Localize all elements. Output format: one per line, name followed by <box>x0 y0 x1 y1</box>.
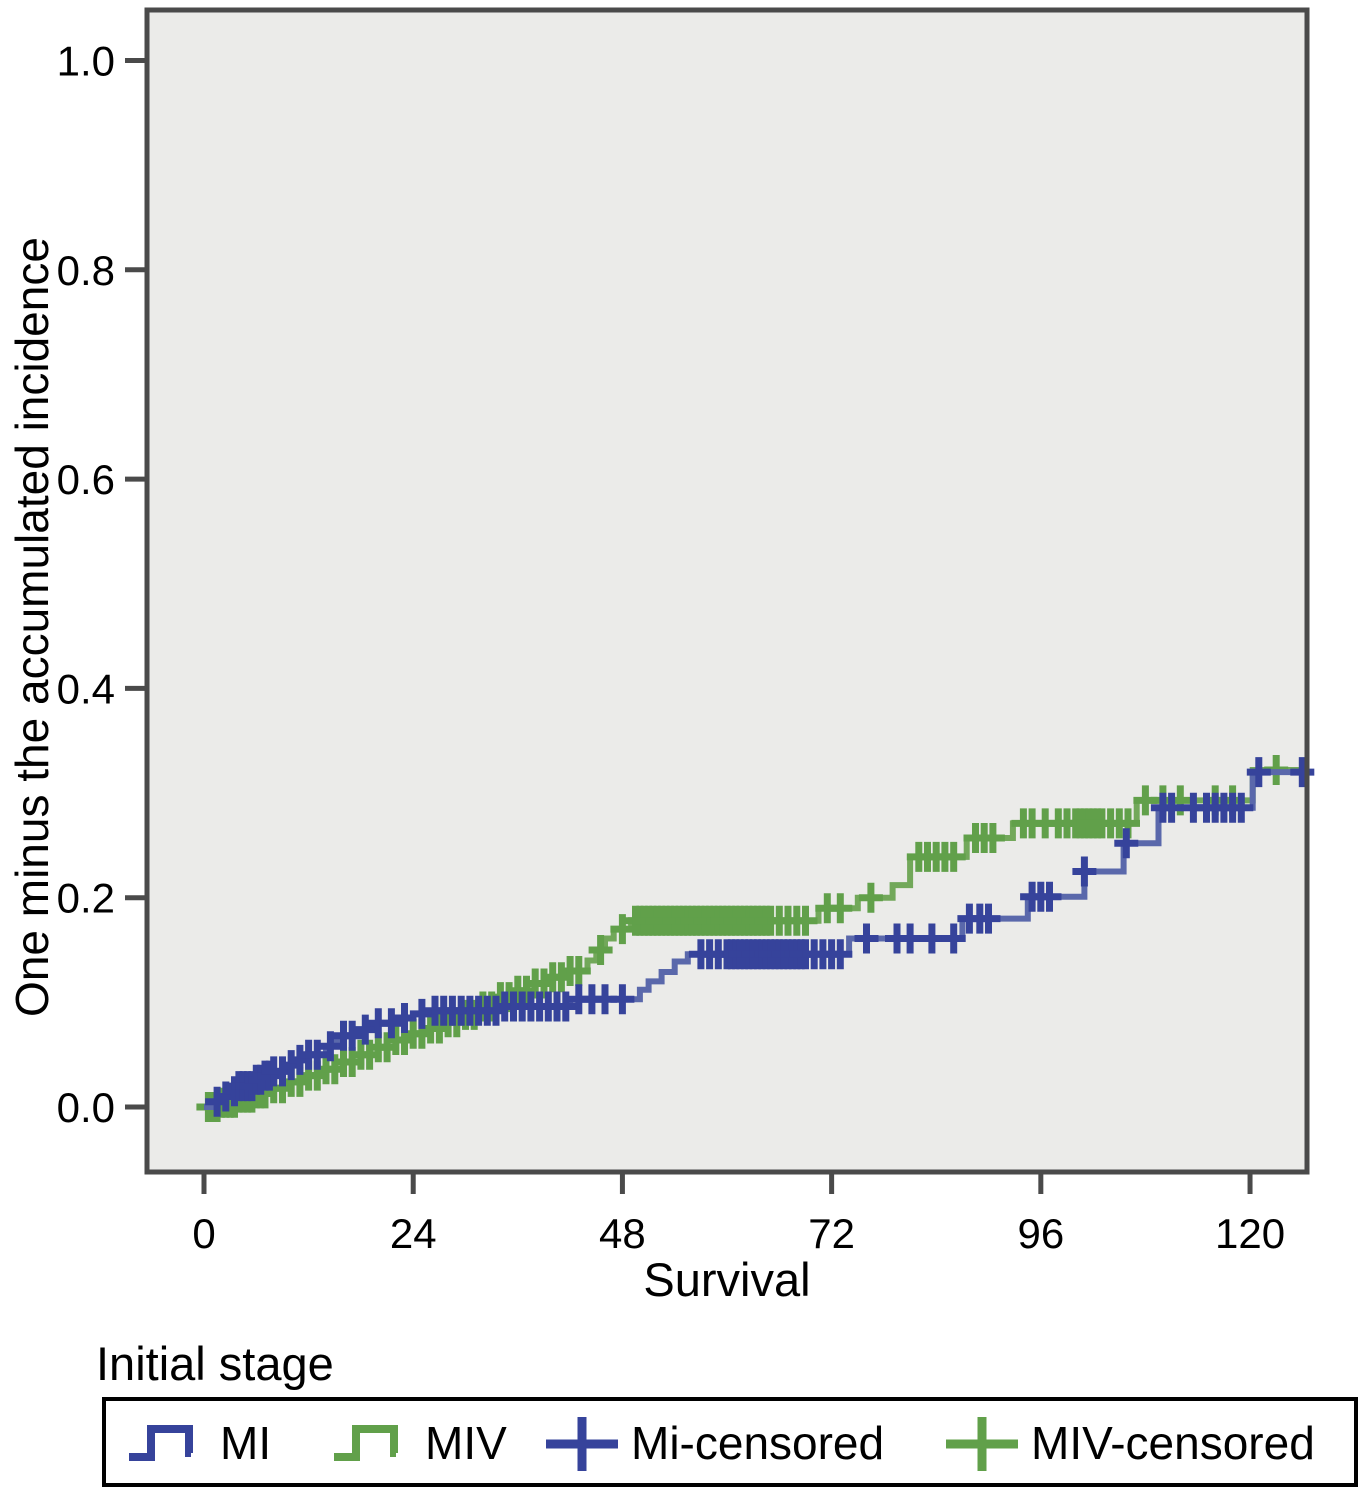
legend-item-mi-censored: Mi-censored <box>540 1412 884 1474</box>
x-tick-label: 24 <box>390 1210 437 1257</box>
y-tick-label: 0.2 <box>57 875 115 922</box>
y-tick-label: 0.0 <box>57 1084 115 1131</box>
x-tick-label: 0 <box>192 1210 215 1257</box>
y-axis-title: One minus the accumulated incidence <box>6 237 58 1017</box>
x-tick-label: 48 <box>599 1210 646 1257</box>
y-tick-label: 0.4 <box>57 665 115 712</box>
legend-title: Initial stage <box>96 1337 334 1390</box>
plot-area <box>147 10 1307 1172</box>
x-axis: 0 24 48 72 96 120 <box>192 1174 1285 1257</box>
y-tick-label: 0.8 <box>57 247 115 294</box>
legend-label-miv: MIV <box>425 1417 507 1469</box>
miv-censored-plus-icon <box>946 1417 1018 1471</box>
legend-label-mi-censored: Mi-censored <box>631 1417 885 1469</box>
y-tick-label: 1.0 <box>57 38 115 85</box>
x-axis-title: Survival <box>643 1253 811 1306</box>
miv-step-line-icon <box>334 1425 398 1461</box>
plot-frame <box>144 7 1310 1175</box>
mi-step-line-icon <box>129 1425 193 1461</box>
legend-box <box>102 1397 1358 1487</box>
mi-censored-plus-icon <box>546 1417 618 1471</box>
series-mi <box>204 757 1315 1117</box>
y-tick-label: 0.6 <box>57 456 115 503</box>
censor-marks-mi <box>205 757 1315 1117</box>
legend-item-mi: MI <box>125 1412 271 1474</box>
legend-item-miv-censored: MIV-censored <box>940 1412 1315 1474</box>
legend-item-miv: MIV <box>330 1412 507 1474</box>
legend-label-mi: MI <box>220 1417 272 1469</box>
x-tick-label: 120 <box>1215 1210 1285 1257</box>
y-axis: 0.0 0.2 0.4 0.6 0.8 1.0 <box>57 38 145 1131</box>
legend-label-miv-censored: MIV-censored <box>1031 1417 1315 1469</box>
x-tick-label: 96 <box>1017 1210 1064 1257</box>
x-tick-label: 72 <box>808 1210 855 1257</box>
